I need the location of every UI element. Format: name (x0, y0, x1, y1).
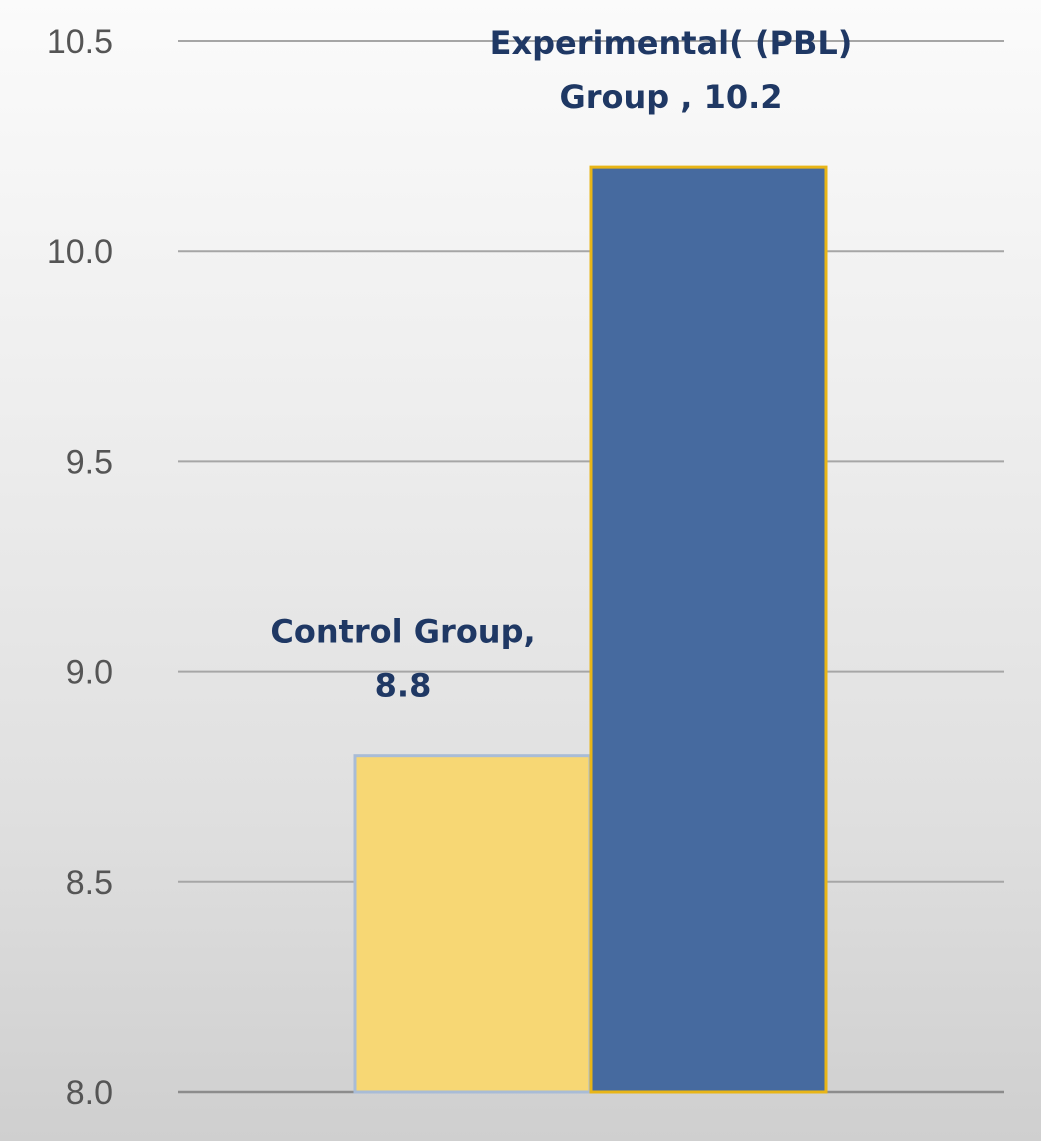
data-label-line: 8.8 (375, 667, 432, 705)
bars (353, 165, 828, 1094)
data-label-line: Experimental( (PBL) (490, 24, 853, 62)
data-label-experimental-group: Experimental( (PBL) Group , 10.2 (490, 24, 853, 116)
bar-experimental-group (589, 165, 828, 1094)
y-tick-label: 10.0 (47, 233, 113, 271)
data-labels: Control Group, 8.8 Experimental( (PBL) Grou… (270, 24, 852, 705)
y-tick-label: 8.0 (66, 1074, 113, 1112)
y-tick-label: 8.5 (66, 864, 113, 902)
y-tick-label: 9.5 (66, 443, 113, 481)
y-tick-label: 10.5 (47, 23, 113, 61)
y-tick-label: 9.0 (66, 654, 113, 692)
data-label-control-group: Control Group, 8.8 (270, 613, 535, 705)
data-label-line: Control Group, (270, 613, 535, 651)
bar-control-group (353, 754, 592, 1094)
data-label-line: Group , 10.2 (559, 78, 782, 116)
y-axis-tick-labels: 8.0 8.5 9.0 9.5 10.0 10.5 (47, 23, 113, 1112)
